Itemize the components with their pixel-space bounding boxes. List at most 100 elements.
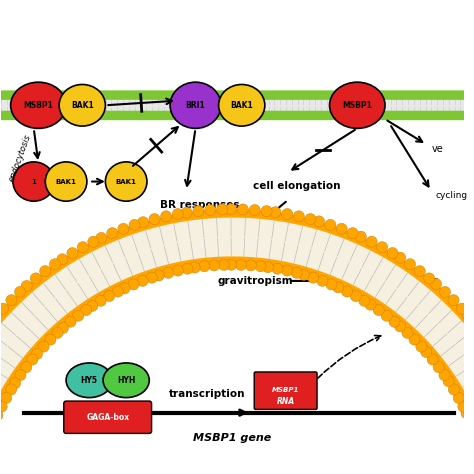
Circle shape (66, 114, 69, 117)
Circle shape (201, 93, 204, 97)
Circle shape (448, 295, 459, 306)
Text: auxin: auxin (413, 276, 440, 286)
Circle shape (118, 223, 129, 234)
Circle shape (128, 114, 131, 117)
Circle shape (356, 231, 366, 242)
Circle shape (460, 93, 463, 97)
Circle shape (35, 114, 38, 117)
Circle shape (286, 93, 289, 97)
Text: BAK1: BAK1 (55, 179, 76, 184)
Circle shape (136, 114, 138, 117)
Circle shape (217, 114, 219, 117)
Circle shape (282, 209, 293, 219)
Circle shape (416, 341, 427, 352)
Circle shape (4, 114, 7, 117)
Circle shape (404, 259, 416, 270)
Circle shape (27, 114, 30, 117)
Text: endocytosis: endocytosis (7, 133, 33, 183)
Circle shape (139, 93, 142, 97)
Circle shape (73, 93, 77, 97)
Circle shape (193, 114, 197, 117)
Text: gravitropism: gravitropism (218, 276, 293, 286)
Circle shape (228, 114, 231, 117)
PathPatch shape (0, 218, 474, 474)
Circle shape (8, 114, 11, 117)
Circle shape (433, 93, 436, 97)
Circle shape (137, 275, 148, 286)
Circle shape (389, 316, 400, 327)
Circle shape (95, 295, 106, 306)
Circle shape (101, 93, 104, 97)
Circle shape (282, 265, 292, 276)
Circle shape (360, 93, 363, 97)
Circle shape (301, 114, 305, 117)
Circle shape (271, 93, 274, 97)
Circle shape (19, 114, 23, 117)
Circle shape (348, 114, 351, 117)
Circle shape (359, 295, 370, 306)
Circle shape (182, 263, 193, 274)
Circle shape (464, 93, 467, 97)
Circle shape (317, 114, 320, 117)
Circle shape (394, 114, 397, 117)
Circle shape (251, 93, 255, 97)
Circle shape (226, 204, 237, 215)
Circle shape (402, 93, 405, 97)
Circle shape (62, 114, 65, 117)
Ellipse shape (329, 82, 385, 128)
Circle shape (116, 93, 119, 97)
Circle shape (87, 301, 98, 311)
Circle shape (58, 114, 61, 117)
Circle shape (226, 259, 237, 270)
Circle shape (190, 114, 192, 117)
Circle shape (360, 114, 363, 117)
Circle shape (445, 93, 447, 97)
Circle shape (336, 223, 347, 234)
Circle shape (151, 114, 154, 117)
Circle shape (308, 272, 319, 283)
Circle shape (57, 322, 69, 334)
Circle shape (116, 114, 119, 117)
Circle shape (333, 114, 336, 117)
Circle shape (352, 114, 355, 117)
Circle shape (6, 295, 17, 306)
Circle shape (132, 93, 135, 97)
Circle shape (251, 114, 255, 117)
Circle shape (23, 114, 27, 117)
Circle shape (70, 114, 73, 117)
Circle shape (398, 114, 401, 117)
Circle shape (174, 93, 177, 97)
Text: transcription: transcription (169, 389, 246, 399)
Circle shape (240, 93, 243, 97)
Circle shape (136, 93, 138, 97)
Circle shape (166, 93, 170, 97)
Circle shape (205, 93, 208, 97)
Circle shape (441, 93, 444, 97)
Circle shape (163, 93, 165, 97)
Circle shape (105, 93, 108, 97)
Circle shape (31, 114, 34, 117)
Circle shape (163, 267, 174, 278)
Circle shape (340, 114, 343, 117)
Circle shape (39, 93, 42, 97)
Circle shape (217, 93, 219, 97)
Circle shape (377, 242, 388, 253)
Circle shape (62, 93, 65, 97)
Circle shape (172, 209, 183, 219)
Circle shape (139, 114, 142, 117)
Text: cell elongation: cell elongation (254, 181, 341, 191)
Circle shape (402, 327, 413, 338)
Circle shape (394, 252, 406, 263)
Circle shape (391, 93, 393, 97)
Circle shape (328, 114, 332, 117)
Circle shape (209, 114, 212, 117)
Circle shape (199, 261, 210, 272)
Circle shape (429, 93, 432, 97)
Circle shape (347, 228, 358, 239)
Circle shape (9, 378, 20, 389)
Circle shape (272, 263, 283, 274)
Circle shape (55, 114, 57, 117)
Circle shape (425, 93, 428, 97)
Circle shape (224, 114, 228, 117)
Circle shape (112, 286, 123, 297)
